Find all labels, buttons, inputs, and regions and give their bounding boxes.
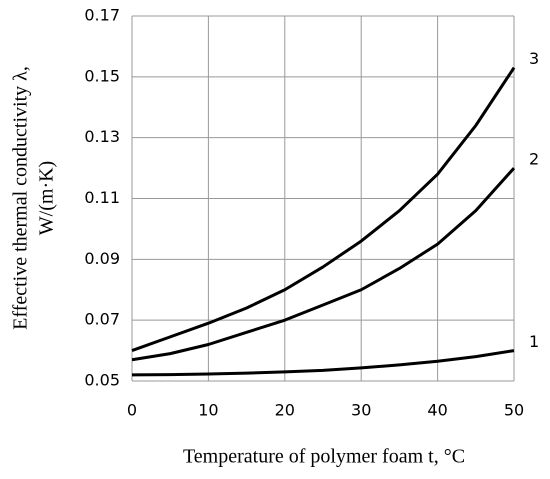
y-axis-title-line: W/(m·K) xyxy=(36,161,58,235)
x-axis-title: Temperature of polymer foam t, °C xyxy=(183,446,465,468)
y-tick-label: 0.07 xyxy=(84,310,120,329)
series-line xyxy=(131,66,516,352)
x-tick-label: 50 xyxy=(504,401,524,420)
y-tick-label: 0.15 xyxy=(84,66,120,85)
series-label: 2 xyxy=(529,150,539,169)
x-tick-label: 20 xyxy=(275,401,295,420)
series-label: 3 xyxy=(529,49,539,68)
y-tick-label: 0.17 xyxy=(84,6,120,25)
y-tick-label: 0.05 xyxy=(84,371,120,390)
y-tick-label: 0.11 xyxy=(84,188,120,207)
y-tick-label: 0.13 xyxy=(84,127,120,146)
y-axis-title-line: Effective thermal conductivity λ, xyxy=(10,66,32,330)
series-label: 1 xyxy=(529,332,539,351)
x-tick-label: 30 xyxy=(351,401,371,420)
series-line xyxy=(131,167,516,362)
y-tick-label: 0.09 xyxy=(84,249,120,268)
y-axis-title: Effective thermal conductivity λ, W/(m·K… xyxy=(10,66,58,330)
series-line xyxy=(131,349,515,377)
x-tick-label: 10 xyxy=(198,401,218,420)
x-tick-label: 0 xyxy=(127,401,137,420)
x-tick-label: 40 xyxy=(427,401,447,420)
